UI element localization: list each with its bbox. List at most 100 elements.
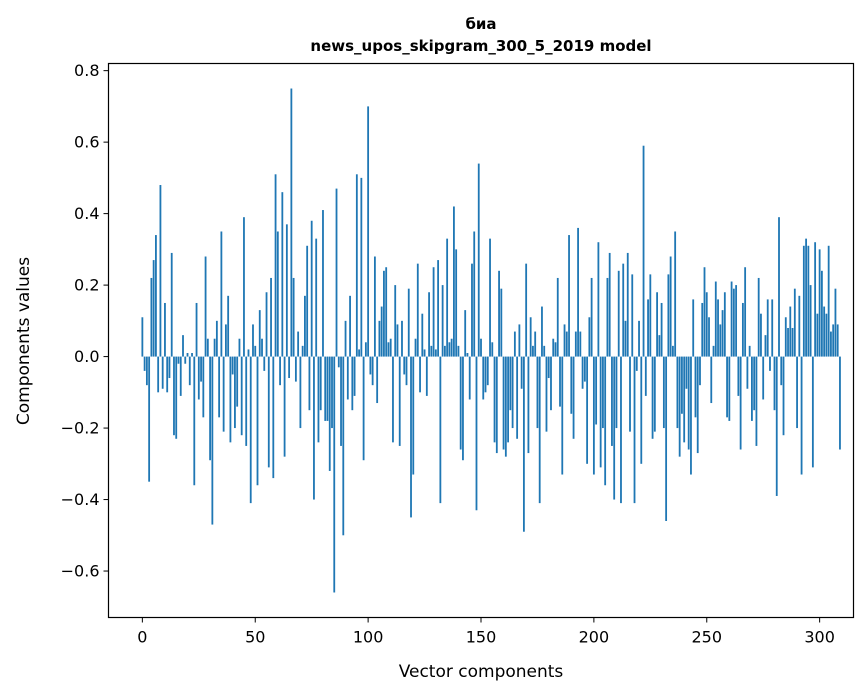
bar-128	[430, 345, 433, 357]
bar-161	[504, 356, 507, 457]
bar-191	[572, 356, 575, 439]
bar-276	[764, 335, 767, 357]
bar-201	[595, 356, 598, 425]
bar-6	[155, 235, 157, 357]
bar-241	[685, 356, 688, 389]
bar-215	[626, 252, 629, 357]
bar-12	[168, 356, 171, 379]
x-tick-label: 300	[804, 628, 835, 647]
bar-304	[827, 245, 830, 357]
bar-74	[308, 356, 311, 411]
chart-title-line1: биа	[465, 15, 496, 33]
bar-279	[771, 299, 774, 357]
bar-185	[559, 356, 561, 407]
y-tick-label: 0.6	[74, 133, 99, 152]
bar-36	[222, 356, 225, 432]
bar-61	[279, 356, 281, 386]
bar-208	[611, 356, 613, 446]
bar-118	[407, 288, 410, 357]
bar-84	[331, 356, 333, 429]
bar-90	[344, 320, 347, 357]
bar-149	[477, 163, 480, 357]
bar-235	[671, 345, 674, 357]
bar-38	[227, 295, 230, 357]
bar-34	[218, 356, 221, 418]
bar-69	[297, 331, 300, 357]
bar-1	[143, 356, 146, 371]
bar-288	[791, 327, 794, 357]
bar-100	[367, 106, 370, 357]
bar-132	[439, 356, 442, 504]
bar-76	[313, 356, 315, 500]
bar-210	[615, 356, 618, 429]
bar-293	[802, 245, 805, 357]
bar-4	[150, 277, 153, 357]
bar-164	[511, 356, 514, 429]
bar-3	[148, 356, 151, 482]
bar-111	[392, 356, 394, 443]
bar-66	[290, 88, 293, 357]
bar-105	[378, 320, 381, 357]
bar-237	[676, 356, 679, 429]
bar-294	[805, 238, 807, 357]
bar-227	[653, 356, 656, 432]
bar-252	[710, 356, 713, 404]
bar-95	[355, 174, 358, 357]
bar-5	[152, 260, 155, 357]
bar-151	[482, 356, 485, 400]
bar-218	[633, 356, 636, 504]
bar-136	[448, 342, 451, 357]
bar-206	[606, 277, 609, 357]
bar-157	[495, 356, 498, 454]
bar-24	[195, 302, 198, 357]
bar-67	[292, 277, 295, 357]
bar-181	[550, 356, 552, 411]
bar-139	[455, 249, 458, 357]
bar-284	[782, 356, 785, 436]
bar-176	[538, 356, 541, 504]
bar-124	[421, 313, 424, 357]
bar-189	[568, 235, 570, 357]
bar-32	[213, 338, 216, 357]
bar-187	[563, 324, 566, 357]
bar-280	[773, 356, 776, 411]
bar-267	[744, 267, 747, 357]
bar-59	[274, 174, 277, 357]
bar-275	[762, 356, 765, 400]
bar-57	[270, 277, 272, 357]
bar-238	[678, 356, 681, 457]
bar-209	[613, 356, 616, 500]
bar-135	[446, 238, 449, 357]
bar-7	[157, 356, 160, 393]
bar-281	[775, 356, 778, 496]
bar-194	[579, 331, 582, 357]
bar-78	[317, 356, 320, 443]
bar-292	[800, 356, 803, 475]
bar-266	[741, 302, 744, 357]
bar-246	[696, 356, 699, 454]
bar-159	[500, 288, 503, 357]
bar-117	[405, 356, 408, 386]
bar-75	[310, 220, 313, 357]
bar-96	[358, 349, 360, 357]
bar-107	[383, 270, 385, 357]
bar-250	[705, 292, 708, 357]
bar-308	[836, 324, 839, 357]
bar-232	[665, 356, 668, 521]
bar-146	[471, 263, 473, 357]
bar-51	[256, 356, 259, 486]
bar-30	[209, 356, 211, 461]
bar-50	[254, 345, 257, 357]
bar-270	[751, 356, 753, 421]
bar-134	[443, 345, 446, 357]
bar-68	[294, 356, 297, 382]
bar-133	[441, 285, 444, 357]
bar-28	[204, 256, 207, 357]
bar-242	[687, 356, 690, 450]
bar-180	[547, 356, 550, 379]
bar-18	[182, 335, 184, 357]
bar-277	[766, 299, 769, 357]
bar-99	[364, 342, 367, 357]
bar-254	[714, 281, 717, 357]
bar-220	[638, 320, 640, 357]
